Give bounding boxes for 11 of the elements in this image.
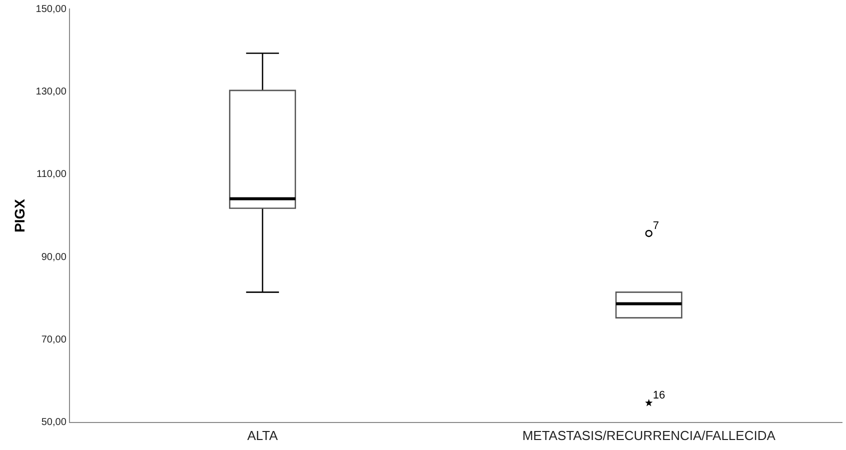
x-tick-label: ALTA: [247, 428, 278, 443]
y-tick-label: 150,00: [36, 4, 67, 15]
y-tick-label: 130,00: [36, 86, 67, 98]
y-tick-label: 50,00: [41, 417, 67, 428]
x-tick-label: METASTASIS/RECURRENCIA/FALLECIDA: [522, 428, 776, 443]
y-axis-title: PIGX: [11, 198, 28, 232]
y-tick-label: 70,00: [41, 334, 67, 346]
y-tick-label: 110,00: [36, 169, 67, 180]
annotation: 7: [652, 220, 659, 232]
y-tick-label: 90,00: [41, 252, 67, 263]
annotation: 16: [652, 390, 666, 402]
